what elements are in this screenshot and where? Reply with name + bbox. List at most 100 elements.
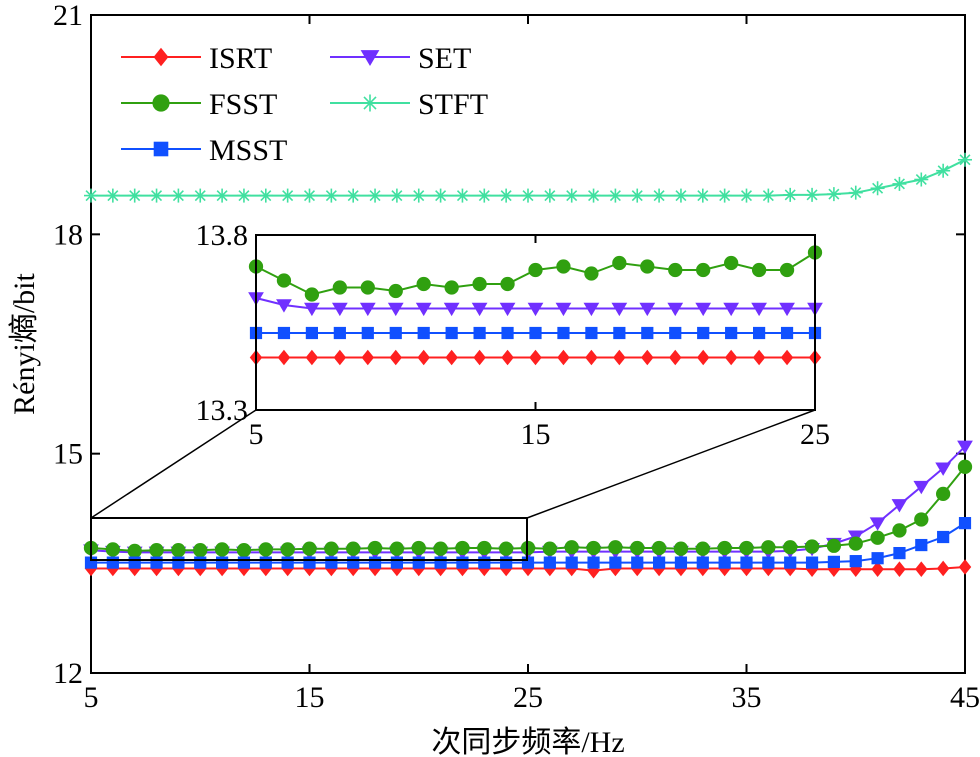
inset-point-set bbox=[667, 302, 684, 317]
main-point-msst bbox=[303, 556, 316, 569]
inset-point-msst bbox=[641, 326, 654, 340]
main-point-fsst bbox=[127, 543, 142, 559]
main-point-msst bbox=[390, 556, 403, 569]
main-point-fsst bbox=[236, 543, 252, 558]
inset-x-tick-label: 25 bbox=[800, 418, 830, 451]
main-point-stft bbox=[499, 188, 514, 203]
main-point-stft bbox=[455, 188, 470, 203]
main-ticks: 5 15 25 35 45 12 15 18 21 bbox=[53, 0, 980, 714]
inset-point-set bbox=[751, 302, 767, 317]
inset-point-msst bbox=[333, 326, 346, 340]
main-point-fsst bbox=[171, 543, 186, 558]
main-point-fsst bbox=[324, 541, 339, 556]
inset-point-fsst bbox=[500, 276, 515, 292]
main-point-msst bbox=[237, 556, 251, 569]
main-point-stft bbox=[477, 188, 492, 203]
x-axis-title: 次同步频率/Hz bbox=[431, 726, 624, 757]
main-point-set bbox=[891, 499, 908, 513]
main-point-stft bbox=[564, 188, 579, 203]
inset-point-isrt bbox=[473, 349, 486, 366]
inset-ticks: 5 15 25 13.3 13.8 bbox=[196, 219, 831, 451]
inset-point-isrt bbox=[724, 349, 738, 366]
main-point-stft bbox=[586, 188, 601, 203]
main-point-fsst bbox=[914, 512, 929, 527]
legend-label: ISRT bbox=[209, 42, 272, 75]
inset-point-isrt bbox=[333, 349, 347, 366]
inset-point-set bbox=[723, 302, 740, 317]
zoom-connector-left bbox=[90, 409, 257, 519]
inset-point-isrt bbox=[641, 349, 654, 366]
main-point-fsst bbox=[455, 540, 470, 556]
inset-point-msst bbox=[725, 326, 738, 340]
main-point-msst bbox=[718, 556, 731, 569]
inset-point-isrt bbox=[780, 349, 794, 366]
main-point-fsst bbox=[564, 540, 579, 555]
main-point-set bbox=[957, 440, 973, 454]
main-x-tick-label: 15 bbox=[295, 681, 325, 714]
main-point-stft bbox=[914, 172, 929, 187]
main-point-fsst bbox=[695, 541, 710, 556]
main-point-msst bbox=[609, 556, 622, 569]
main-point-msst bbox=[805, 556, 819, 569]
main-point-fsst bbox=[739, 540, 754, 556]
inset-y-tick-label: 13.3 bbox=[196, 394, 249, 427]
main-point-stft bbox=[368, 188, 383, 203]
inset-point-isrt bbox=[529, 349, 542, 366]
main-y-tick-label: 15 bbox=[53, 438, 83, 471]
inset-point-msst bbox=[389, 326, 402, 340]
inset-point-isrt bbox=[557, 349, 570, 366]
main-point-isrt bbox=[871, 561, 884, 577]
inset-point-set bbox=[555, 302, 572, 317]
inset-point-isrt bbox=[389, 349, 402, 366]
main-point-stft bbox=[892, 176, 907, 191]
main-point-set bbox=[913, 480, 930, 495]
main-point-fsst bbox=[280, 542, 295, 557]
main-point-stft bbox=[630, 188, 645, 203]
main-point-msst bbox=[871, 552, 884, 565]
inset-point-isrt bbox=[305, 349, 319, 366]
legend-item-fsst: FSST bbox=[121, 88, 277, 121]
main-point-msst bbox=[740, 556, 753, 569]
legend-label: FSST bbox=[209, 88, 277, 121]
main-point-stft bbox=[258, 188, 273, 203]
inset-point-fsst bbox=[472, 276, 487, 292]
main-point-stft bbox=[652, 188, 667, 203]
main-point-fsst bbox=[214, 542, 230, 557]
main-point-fsst bbox=[302, 541, 317, 556]
main-point-stft bbox=[127, 188, 142, 203]
main-point-msst bbox=[674, 556, 688, 569]
main-point-msst bbox=[631, 556, 644, 569]
inset-point-isrt bbox=[277, 349, 291, 366]
main-point-fsst bbox=[673, 541, 689, 556]
main-point-fsst bbox=[630, 540, 645, 556]
main-point-msst bbox=[412, 556, 425, 569]
main-point-msst bbox=[827, 555, 840, 568]
main-point-stft bbox=[608, 188, 623, 203]
main-point-stft bbox=[542, 188, 557, 203]
main-x-tick-label: 5 bbox=[84, 681, 99, 714]
main-point-fsst bbox=[761, 540, 776, 555]
zoom-connector-right bbox=[526, 409, 816, 519]
inset-point-set bbox=[779, 302, 795, 317]
inset-point-fsst bbox=[528, 262, 543, 278]
inset-point-set bbox=[276, 299, 292, 313]
inset-point-isrt bbox=[696, 349, 710, 366]
main-point-stft bbox=[695, 188, 710, 203]
inset-point-msst bbox=[277, 326, 291, 340]
main-point-fsst bbox=[499, 541, 514, 556]
inset-point-set bbox=[331, 302, 348, 317]
inset-point-msst bbox=[697, 326, 710, 340]
main-point-fsst bbox=[105, 542, 120, 557]
main-point-msst bbox=[194, 556, 207, 569]
legend-marker bbox=[153, 141, 169, 157]
inset-point-msst bbox=[585, 326, 598, 340]
main-point-msst bbox=[500, 556, 513, 569]
main-x-tick-label: 35 bbox=[732, 681, 762, 714]
main-point-stft bbox=[936, 163, 951, 178]
inset-point-fsst bbox=[360, 280, 375, 295]
inset-point-set bbox=[443, 302, 460, 317]
main-point-msst bbox=[543, 556, 556, 569]
main-point-stft bbox=[215, 188, 230, 203]
main-point-msst bbox=[696, 556, 709, 569]
